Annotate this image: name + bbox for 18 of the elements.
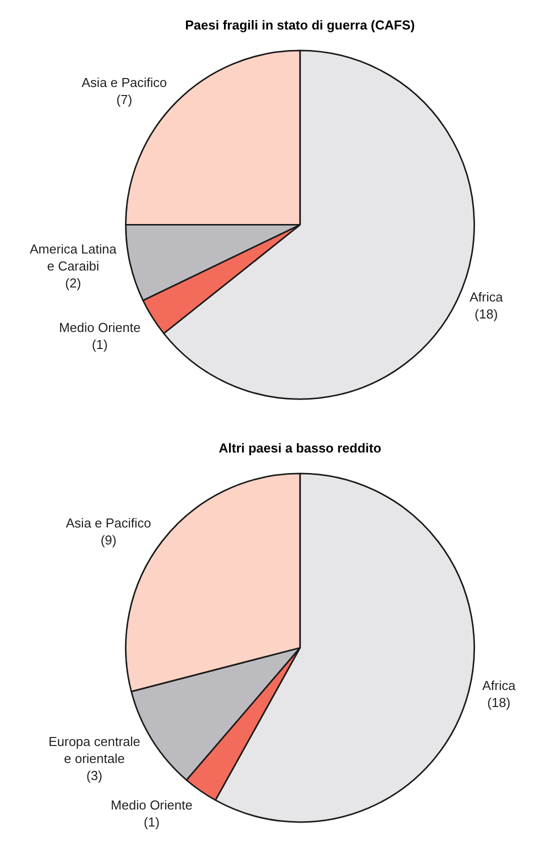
slice-label: Africa — [482, 678, 516, 694]
data-label: (2) — [65, 275, 82, 290]
chart-title: Paesi fragili in stato di guerra (CAFS) — [185, 17, 415, 32]
data-label: (1) — [92, 337, 108, 352]
data-label: (7) — [116, 92, 132, 107]
slice-label: Medio Oriente — [58, 320, 141, 336]
data-label: (3) — [86, 768, 102, 783]
slice-label: Asia e Pacifico — [66, 516, 152, 531]
data-label: (18) — [487, 695, 510, 710]
chart-title: Altri paesi a basso reddito — [218, 440, 382, 456]
slice-label: Africa — [470, 290, 504, 305]
slice-label: Europa centrale e orientale — [48, 734, 140, 766]
slice-label: America Latina e Caraibi — [30, 241, 118, 274]
data-label: (9) — [100, 532, 116, 548]
slice-label: Medio Oriente — [110, 797, 192, 812]
data-label: (18) — [474, 306, 498, 322]
slice-label: Asia e Pacifico — [82, 74, 167, 90]
data-label: (1) — [144, 814, 160, 830]
